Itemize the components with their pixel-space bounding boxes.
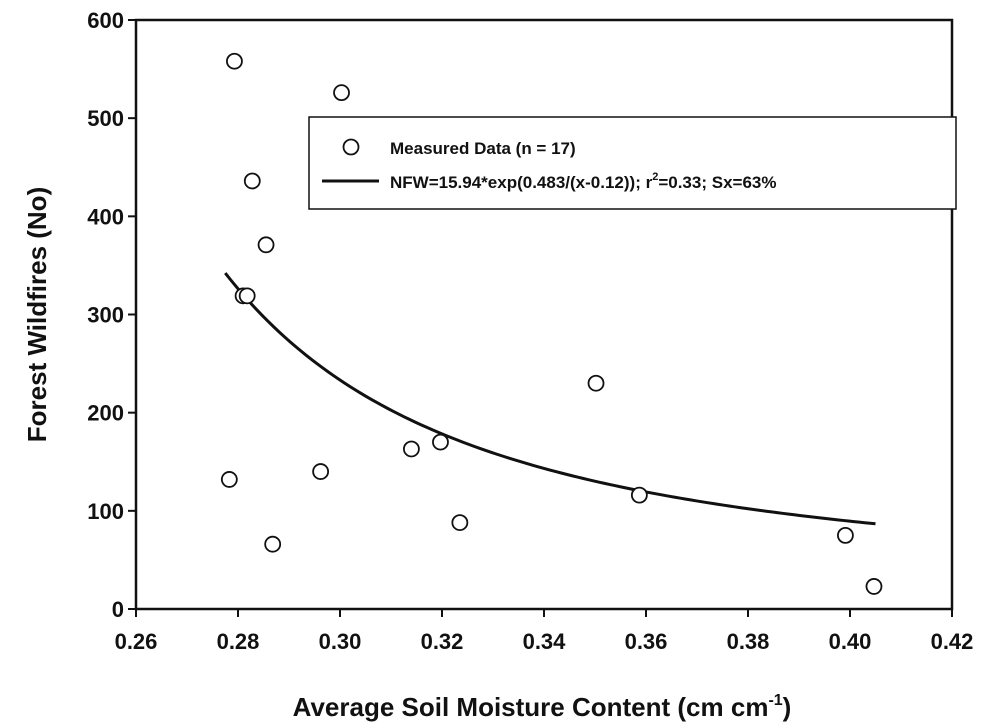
data-point xyxy=(312,463,330,480)
y-tick-label: 400 xyxy=(87,204,124,229)
data-point xyxy=(432,433,449,451)
data-point xyxy=(402,440,420,458)
x-tick-label: 0.38 xyxy=(727,629,770,654)
legend-label-fit-sup: 2 xyxy=(652,171,658,183)
data-point xyxy=(257,236,275,254)
x-axis-title-main: Average Soil Moisture Content (cm cm xyxy=(293,692,769,722)
legend-label-fit-rest: =0.33; Sx=63% xyxy=(658,173,776,192)
x-tick-label: 0.36 xyxy=(625,629,668,654)
x-tick-label: 0.28 xyxy=(217,629,260,654)
x-tick-label: 0.42 xyxy=(931,629,974,654)
x-axis-title-close: ) xyxy=(783,692,792,722)
fit-curve xyxy=(224,272,876,526)
data-point xyxy=(630,486,648,504)
data-point xyxy=(587,374,605,392)
y-tick-label: 300 xyxy=(87,303,124,328)
legend-label-measured: Measured Data (n = 17) xyxy=(390,139,576,158)
x-tick-label: 0.34 xyxy=(523,629,567,654)
y-axis-ticks: 0 100 200 300 400 500 600 xyxy=(87,8,136,622)
x-axis-title-sup: -1 xyxy=(768,692,782,709)
x-tick-label: 0.30 xyxy=(319,629,362,654)
y-axis-title: Forest Wildfires (No) xyxy=(22,187,52,442)
legend-box xyxy=(308,116,957,210)
data-point xyxy=(243,172,261,190)
y-tick-label: 0 xyxy=(112,597,124,622)
plot-area-frame xyxy=(134,18,954,611)
data-point xyxy=(238,287,256,305)
data-points xyxy=(220,52,883,595)
x-tick-label: 0.40 xyxy=(829,629,872,654)
data-point xyxy=(220,471,238,488)
data-point xyxy=(264,535,282,553)
x-axis-ticks: 0.26 0.28 0.30 0.32 0.34 0.36 0.38 0.40 0.42 xyxy=(115,609,974,654)
x-tick-label: 0.32 xyxy=(421,629,464,654)
legend-label-fit-main: NFW=15.94*exp(0.483/(x-0.12)); r xyxy=(390,173,653,192)
data-point xyxy=(837,526,854,544)
y-tick-label: 200 xyxy=(87,401,124,426)
data-point xyxy=(333,84,350,102)
y-tick-label: 500 xyxy=(87,106,124,131)
y-tick-label: 600 xyxy=(87,8,124,33)
data-point xyxy=(226,52,243,70)
x-axis-title: Average Soil Moisture Content (cm cm-1) xyxy=(293,692,792,722)
data-point xyxy=(865,578,883,595)
legend-circle-marker xyxy=(342,138,360,156)
data-point xyxy=(451,514,469,532)
legend-label-fit: NFW=15.94*exp(0.483/(x-0.12)); r2=0.33; … xyxy=(390,171,776,192)
y-tick-label: 100 xyxy=(87,499,124,524)
x-tick-label: 0.26 xyxy=(115,629,158,654)
legend: Measured Data (n = 17) NFW=15.94*exp(0.4… xyxy=(308,116,957,210)
